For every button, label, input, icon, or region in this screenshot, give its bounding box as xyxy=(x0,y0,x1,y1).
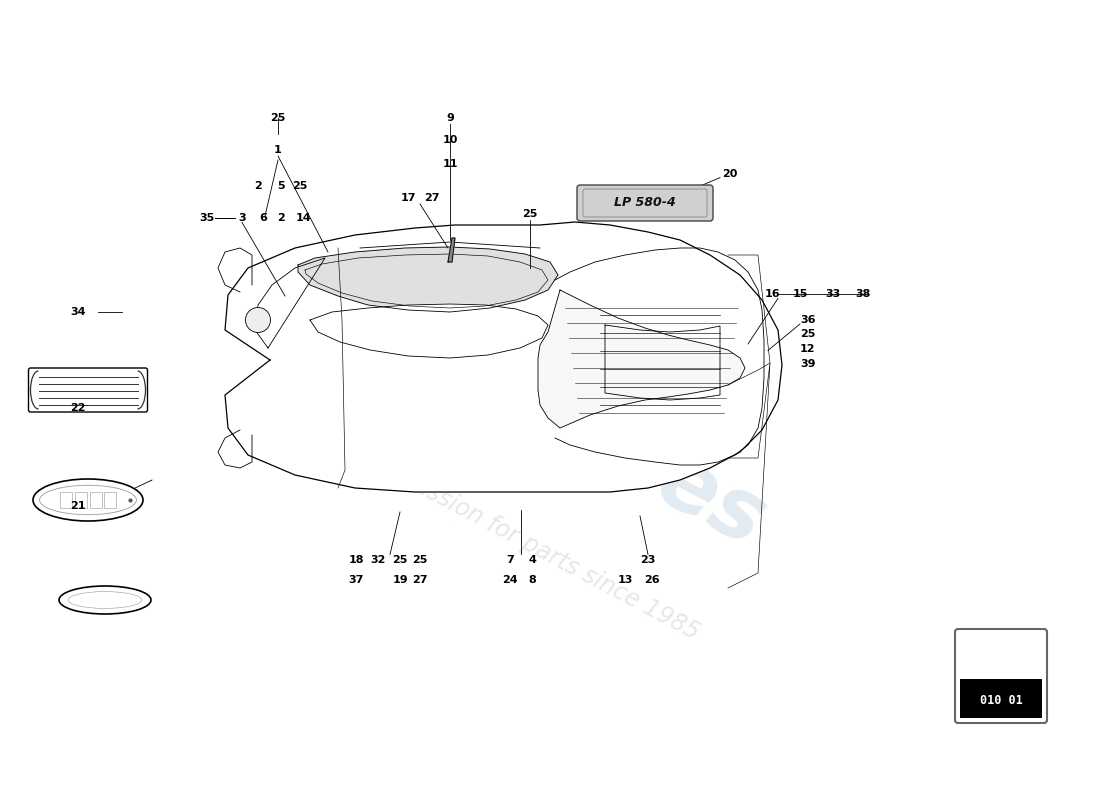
Text: 22: 22 xyxy=(70,403,86,413)
Text: 1: 1 xyxy=(274,146,282,155)
Polygon shape xyxy=(218,430,252,468)
Text: 27: 27 xyxy=(412,575,428,585)
Text: 6: 6 xyxy=(260,213,267,222)
Text: 36: 36 xyxy=(800,315,815,325)
Polygon shape xyxy=(538,290,745,428)
Text: 25: 25 xyxy=(412,555,428,565)
Polygon shape xyxy=(310,304,548,358)
Text: 35: 35 xyxy=(199,213,214,222)
Text: 21: 21 xyxy=(70,501,86,510)
Text: 14: 14 xyxy=(295,213,311,222)
FancyBboxPatch shape xyxy=(955,629,1047,723)
FancyBboxPatch shape xyxy=(578,185,713,221)
Bar xyxy=(60,492,72,508)
Bar xyxy=(75,492,87,508)
Polygon shape xyxy=(298,247,558,312)
Text: 23: 23 xyxy=(640,555,656,565)
Text: 24: 24 xyxy=(503,575,518,585)
Ellipse shape xyxy=(245,307,271,333)
Text: 12: 12 xyxy=(800,344,815,354)
Text: 39: 39 xyxy=(800,359,815,369)
Bar xyxy=(104,492,116,508)
Text: 25: 25 xyxy=(393,555,408,565)
Text: 38: 38 xyxy=(856,290,871,299)
Polygon shape xyxy=(218,248,252,292)
Text: 19: 19 xyxy=(393,575,408,585)
Ellipse shape xyxy=(59,586,151,614)
Text: 26: 26 xyxy=(645,575,660,585)
Bar xyxy=(960,679,1042,718)
Text: 5: 5 xyxy=(277,181,285,190)
Text: LP 580-4: LP 580-4 xyxy=(614,197,675,210)
Text: 4: 4 xyxy=(528,555,536,565)
Text: 010 01: 010 01 xyxy=(980,694,1022,707)
Text: 32: 32 xyxy=(371,555,386,565)
Text: 25: 25 xyxy=(800,330,815,339)
Text: 25: 25 xyxy=(522,210,538,219)
Text: 20: 20 xyxy=(722,170,737,179)
Text: 9: 9 xyxy=(447,114,454,123)
Text: 17: 17 xyxy=(400,194,416,203)
Text: 18: 18 xyxy=(349,555,364,565)
Text: 33: 33 xyxy=(825,290,840,299)
Polygon shape xyxy=(226,222,782,492)
Bar xyxy=(90,492,102,508)
Text: eurospares: eurospares xyxy=(260,235,780,565)
Ellipse shape xyxy=(33,479,143,521)
Text: 7: 7 xyxy=(506,555,514,565)
Text: a passion for parts since 1985: a passion for parts since 1985 xyxy=(377,456,703,644)
Text: 16: 16 xyxy=(764,290,780,299)
Text: 25: 25 xyxy=(293,181,308,190)
Text: 10: 10 xyxy=(442,135,458,145)
Text: 2: 2 xyxy=(254,181,262,190)
Text: 34: 34 xyxy=(70,307,86,317)
Polygon shape xyxy=(448,238,455,262)
Text: 37: 37 xyxy=(349,575,364,585)
Text: 3: 3 xyxy=(239,213,245,222)
Text: 25: 25 xyxy=(271,114,286,123)
Text: 13: 13 xyxy=(617,575,632,585)
Text: 2: 2 xyxy=(277,213,285,222)
Text: 27: 27 xyxy=(425,194,440,203)
Text: 11: 11 xyxy=(442,159,458,169)
Text: 8: 8 xyxy=(528,575,536,585)
Text: 15: 15 xyxy=(792,290,807,299)
FancyBboxPatch shape xyxy=(29,368,147,412)
